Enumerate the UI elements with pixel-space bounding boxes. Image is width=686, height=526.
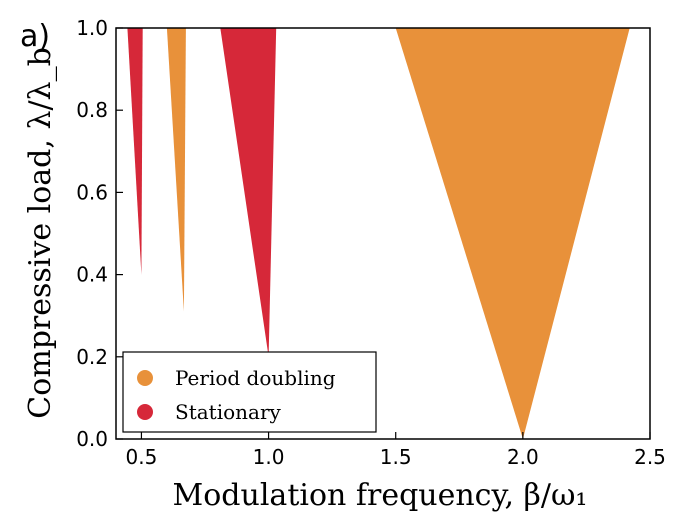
legend-box: [122, 351, 377, 433]
x-tick-label: 1.5: [380, 445, 412, 469]
x-tick-label: 2.5: [634, 445, 666, 469]
legend-label-period-doubling: Period doubling: [175, 366, 336, 390]
legend-marker-period-doubling: [137, 370, 153, 386]
y-tick-label: 1.0: [76, 16, 108, 40]
y-axis-label: Compressive load, λ/λ_b: [23, 47, 58, 419]
legend: Period doubling Stationary: [122, 351, 377, 433]
data-regions: [127, 28, 630, 439]
x-tick-label: 0.5: [126, 445, 158, 469]
y-axis: 0.0 0.2 0.4 0.6 0.8 1.0: [76, 16, 123, 451]
legend-marker-stationary: [137, 404, 153, 420]
period-doubling-region-1: [166, 28, 186, 312]
x-axis: 0.5 1.0 1.5 2.0 2.5: [126, 432, 666, 469]
y-tick-label: 0.6: [76, 180, 108, 204]
y-tick-label: 0.2: [76, 345, 108, 369]
x-tick-label: 2.0: [507, 445, 539, 469]
panel-label: a): [20, 19, 50, 54]
y-tick-label: 0.8: [76, 98, 108, 122]
legend-label-stationary: Stationary: [175, 400, 282, 424]
x-axis-label: Modulation frequency, β/ω₁: [173, 478, 588, 513]
period-doubling-region-0: [395, 28, 630, 439]
y-tick-label: 0.0: [76, 427, 108, 451]
plot-frame: [115, 27, 651, 440]
stationary-region-0: [220, 28, 277, 357]
x-tick-label: 1.0: [253, 445, 285, 469]
y-tick-label: 0.4: [76, 263, 108, 287]
stationary-region-1: [127, 28, 143, 275]
